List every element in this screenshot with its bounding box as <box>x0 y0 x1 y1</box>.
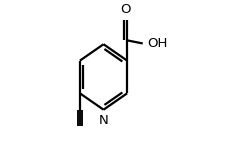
Text: OH: OH <box>147 37 167 50</box>
Text: O: O <box>120 3 130 16</box>
Text: N: N <box>98 114 108 127</box>
